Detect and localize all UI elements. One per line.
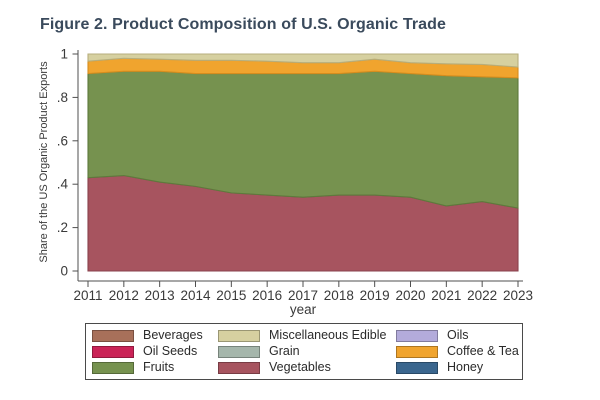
y-axis-title: Share of the US Organic Product Exports xyxy=(38,61,50,263)
x-tick-label: 2015 xyxy=(216,288,246,303)
legend-swatch-beverages xyxy=(92,329,134,342)
legend-label: Oil Seeds xyxy=(143,344,198,359)
x-tick-label: 2016 xyxy=(252,288,282,303)
legend-item-oil-seeds: Oil Seeds xyxy=(92,345,218,358)
figure-title: Figure 2. Product Composition of U.S. Or… xyxy=(40,16,447,33)
x-tick-label: 2022 xyxy=(467,288,497,303)
legend-item-fruits: Fruits xyxy=(92,361,218,374)
legend-label: Beverages xyxy=(143,328,203,343)
x-tick-label: 2021 xyxy=(431,288,461,303)
axes-group: 0 .2 .4 .6 .8 1 2011 2012 2013 2014 2015 2016 2017 20… xyxy=(57,47,533,304)
x-tick-label: 2023 xyxy=(503,288,533,303)
legend-label: Vegetables xyxy=(269,360,331,375)
legend: Beverages Miscellaneous Edible Oils Oil See… xyxy=(85,323,523,380)
x-tick-label: 2011 xyxy=(73,288,102,303)
areas-group xyxy=(87,53,519,272)
x-tick-label: 2018 xyxy=(324,288,354,303)
legend-item-vegetables: Vegetables xyxy=(218,361,396,374)
legend-item-miscellaneous-edible: Miscellaneous Edible xyxy=(218,329,396,342)
legend-swatch-fruits xyxy=(92,361,134,374)
legend-swatch-oils xyxy=(396,329,438,342)
legend-swatch-miscellaneous-edible xyxy=(218,329,260,342)
stacked-area-chart: 0 .2 .4 .6 .8 1 2011 2012 2013 2014 2015 2016 2017 20… xyxy=(38,47,533,318)
legend-swatch-grain xyxy=(218,345,260,358)
legend-label: Fruits xyxy=(143,360,175,375)
legend-label: Grain xyxy=(269,344,300,359)
y-tick-label: .6 xyxy=(57,133,68,148)
legend-item-oils: Oils xyxy=(396,329,516,342)
x-tick-label: 2012 xyxy=(109,288,139,303)
x-tick-label: 2017 xyxy=(288,288,318,303)
legend-item-honey: Honey xyxy=(396,361,516,374)
x-axis-title: year xyxy=(290,302,317,317)
legend-item-coffee-tea: Coffee & Tea xyxy=(396,344,519,359)
legend-label: Honey xyxy=(447,360,484,375)
legend-label: Miscellaneous Edible xyxy=(269,328,387,343)
legend-swatch-vegetables xyxy=(218,361,260,374)
y-tick-label: 0 xyxy=(60,264,68,279)
x-tick-label: 2013 xyxy=(145,288,175,303)
legend-label: Oils xyxy=(447,328,469,343)
x-tick-label: 2019 xyxy=(360,288,390,303)
x-tick-label: 2014 xyxy=(180,288,211,303)
legend-swatch-coffee-tea xyxy=(396,345,438,358)
y-tick-label: 1 xyxy=(60,47,68,62)
legend-swatch-honey xyxy=(396,361,438,374)
area-miscellaneous-edible xyxy=(87,53,519,68)
y-tick-label: .2 xyxy=(57,220,68,235)
x-tick-label: 2020 xyxy=(395,288,425,303)
y-tick-label: .4 xyxy=(57,177,69,192)
legend-item-grain: Grain xyxy=(218,345,396,358)
legend-item-beverages: Beverages xyxy=(92,329,218,342)
legend-label: Coffee & Tea xyxy=(447,344,519,359)
legend-swatch-oil-seeds xyxy=(92,345,134,358)
y-tick-label: .8 xyxy=(57,90,68,105)
